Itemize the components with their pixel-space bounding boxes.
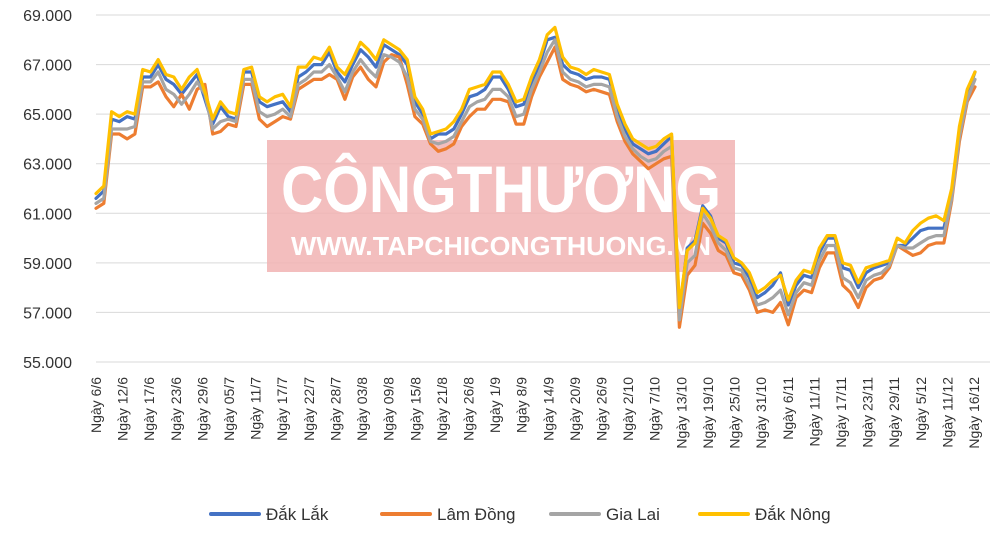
x-tick-label: Ngày 14/9 [540,377,556,441]
y-tick-label: 63.000 [23,157,72,174]
x-tick-label: Ngày 21/8 [434,377,450,441]
x-tick-label: Ngày 5/12 [913,377,929,441]
legend-label: Lâm Đồng [437,505,515,524]
watermark-brand: CÔNGTHƯƠNG [281,152,721,226]
x-tick-label: Ngày 11/7 [248,377,264,440]
x-tick-label: Ngày 2/10 [620,377,636,441]
x-tick-label: Ngày 29/11 [886,377,902,448]
x-tick-label: Ngày 23/6 [168,377,184,441]
x-tick-label: Ngày 03/8 [354,377,370,441]
legend-label: Gia Lai [606,505,660,524]
series-line [94,25,977,310]
x-tick-label: Ngày 29/6 [194,377,210,441]
y-tick-label: 67.000 [23,58,72,75]
y-tick-label: 57.000 [23,305,72,322]
x-tick-label: Ngày 09/8 [381,377,397,441]
x-tick-label: Ngày 13/10 [673,377,689,449]
x-axis-ticks: Ngày 6/6 Ngày 12/6 Ngày 17/6 Ngày 23/6 Ngày … [88,377,982,449]
x-tick-label: Ngày 22/7 [301,377,317,441]
x-tick-label: Ngày 7/10 [647,377,663,441]
legend-label: Đắk Lắk [266,505,329,524]
y-tick-label: 61.000 [23,206,72,223]
x-tick-label: Ngày 26/8 [460,377,476,441]
x-tick-label: Ngày 6/6 [88,377,104,433]
y-tick-label: 69.000 [23,8,72,25]
y-axis-ticks: 55.000 57.000 59.000 61.000 63.000 65.000 67.0… [23,8,72,372]
x-tick-label: Ngày 23/11 [860,377,876,448]
x-tick-label: Ngày 15/8 [407,377,423,441]
x-tick-label: Ngày 19/10 [700,377,716,449]
series-line [94,38,977,322]
x-tick-label: Ngày 20/9 [567,377,583,441]
x-tick-label: Ngày 28/7 [327,377,343,441]
x-tick-label: Ngày 11/11 [806,377,822,447]
x-tick-label: Ngày 05/7 [221,377,237,441]
legend: Đắk Lắk Lâm Đồng Gia Lai Đắk Nông [209,505,831,524]
x-tick-label: Ngày 17/6 [141,377,157,441]
x-tick-label: Ngày 12/6 [115,377,131,441]
x-tick-label: Ngày 6/11 [780,377,796,440]
x-tick-label: Ngày 26/9 [594,377,610,441]
x-tick-label: Ngày 16/12 [966,377,982,449]
x-tick-label: Ngày 25/10 [727,377,743,449]
x-tick-label: Ngày 1/9 [487,377,503,433]
y-tick-label: 59.000 [23,256,72,273]
x-tick-label: Ngày 11/12 [939,377,955,448]
series-lines [94,25,977,329]
y-tick-label: 55.000 [23,355,72,372]
watermark-url: WWW.TAPCHICONGTHUONG.VN [291,231,711,261]
x-tick-label: Ngày 8/9 [514,377,530,433]
legend-label: Đắk Nông [755,505,831,524]
x-tick-label: Ngày 31/10 [753,377,769,449]
x-tick-label: Ngày 17/11 [833,377,849,448]
x-tick-label: Ngày 17/7 [274,377,290,441]
y-tick-label: 65.000 [23,107,72,124]
